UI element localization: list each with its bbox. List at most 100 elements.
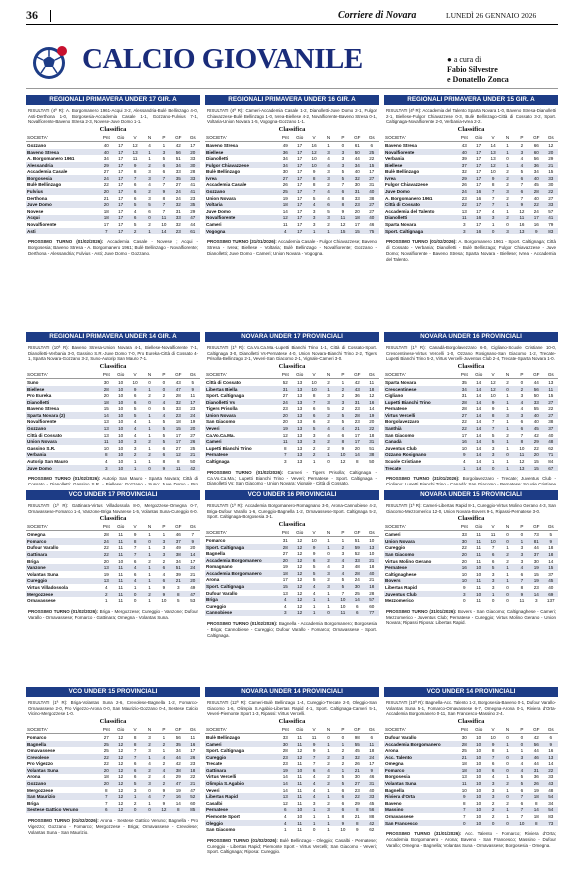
stat-cell: 28 xyxy=(175,393,181,399)
stat-cell: 44 xyxy=(533,761,539,767)
stat-cell: 2 xyxy=(500,551,515,558)
stat-cell: 0 xyxy=(500,451,515,459)
next-round-label: PROSSIMO TURNO (01/02/2026): xyxy=(386,239,457,245)
stat-cell: 10 xyxy=(113,398,128,406)
stat-cell: 5 xyxy=(514,780,530,787)
stat-cell: 0 xyxy=(500,793,515,801)
stat-cell: 28 xyxy=(369,590,375,596)
stat-cell: 16 xyxy=(185,740,200,748)
stat-cell: 5 xyxy=(491,432,495,438)
stat-cell: 3 xyxy=(500,188,515,195)
column-header: Gio xyxy=(471,523,486,532)
stat-cell: 24 xyxy=(99,538,114,545)
team-name: Volantas Suna xyxy=(384,780,458,787)
stat-cell: 6 xyxy=(491,761,495,767)
stat-cell: 14 xyxy=(350,596,365,604)
standings-table: SOCIETA' Pnt Gio V N P GF Gs Suno 30 10 10 0 0 43 5 Biel… xyxy=(26,371,200,472)
results-text: RISULTATI (10ª R): Bagnella-Acc. Talento… xyxy=(386,700,556,717)
column-header: SOCIETA' xyxy=(205,134,279,143)
table-row: Ivrea 27 17 8 3 5 32 27 xyxy=(205,175,379,182)
team-name: Pernatese xyxy=(384,564,458,571)
stat-cell: 54 xyxy=(543,793,558,801)
stat-cell: 40 xyxy=(533,195,539,201)
stat-cell: 3 xyxy=(156,538,172,545)
stat-cell: 7 xyxy=(105,800,108,806)
stat-cell: 30 xyxy=(354,774,360,780)
stat-cell: 37 xyxy=(543,425,558,432)
column-header: SOCIETA' xyxy=(26,726,100,735)
stat-cell: 31 xyxy=(350,188,365,195)
table-row: Cameri 30 11 9 1 1 55 11 xyxy=(205,740,379,748)
stat-cell: 2 xyxy=(327,774,330,780)
stat-cell: 10 xyxy=(306,161,322,169)
panel-title: REGIONALI PRIMAVERA UNDER 16 GIR. A xyxy=(205,95,379,105)
next-round-label: PROSSIMO TURNO (31/01/2026): xyxy=(386,476,460,482)
stat-cell: 41 xyxy=(185,188,200,195)
stat-cell: 15 xyxy=(548,393,554,399)
results-text: RISULTATI (1ª R): Cameri-Libertas Rapid … xyxy=(386,503,556,514)
stat-cell: 6 xyxy=(341,800,345,806)
stat-cell: 2 xyxy=(142,740,157,748)
stat-cell: 4 xyxy=(520,406,524,412)
stat-cell: 2 xyxy=(321,412,336,419)
stat-cell: 35 xyxy=(461,379,467,385)
next-round-label: PROSSIMO TURNO (01/02/2026): xyxy=(207,469,284,475)
stat-cell: 6 xyxy=(549,734,553,740)
stat-cell: 18 xyxy=(543,551,558,558)
stat-cell: 18 xyxy=(103,774,109,780)
column-header: V xyxy=(127,726,143,735)
stat-cell: 47 xyxy=(185,214,200,222)
stat-cell: 13 xyxy=(514,464,530,472)
stat-cell: 12 xyxy=(340,459,346,465)
stat-cell: 20 xyxy=(185,577,200,585)
issue-date: LUNEDÌ 26 GENNAIO 2026 xyxy=(446,11,537,20)
stat-cell: 39 xyxy=(175,571,181,577)
stat-cell: 11 xyxy=(113,590,128,598)
team-name: Gattinara xyxy=(205,767,279,774)
stat-cell: 4 xyxy=(327,156,330,162)
stat-cell: 3 xyxy=(485,577,501,585)
stat-cell: 30 xyxy=(461,734,467,740)
stat-cell: 11 xyxy=(297,827,303,833)
stat-cell: 98 xyxy=(354,734,360,740)
stat-cell: 0 xyxy=(142,464,157,472)
stat-cell: 16 xyxy=(476,195,482,201)
stat-cell: 6 xyxy=(306,556,322,564)
stat-cell: 40 xyxy=(364,214,379,222)
results-text: RISULTATI (1ª R): Gattinara-Virtus Villa… xyxy=(28,503,198,514)
stat-cell: 35 xyxy=(171,175,186,182)
team-name: Briga xyxy=(27,800,39,806)
team-name: Caltignaghese xyxy=(385,571,417,577)
stat-cell: 14 xyxy=(99,412,114,419)
stat-cell: 46 xyxy=(369,774,375,780)
stat-cell: 12 xyxy=(297,564,303,570)
team-name: Baveno Stresa xyxy=(26,148,100,156)
team-name: Omegna xyxy=(385,761,404,767)
team-name: Bulè Bellinzago xyxy=(206,734,241,740)
stat-cell: 13 xyxy=(292,425,307,432)
column-header: SOCIETA' xyxy=(384,134,458,143)
column-header: GF xyxy=(529,726,544,735)
stat-cell: 44 xyxy=(171,753,186,761)
stat-cell: 0 xyxy=(500,819,515,827)
stat-cell: 60 xyxy=(369,603,375,609)
stat-cell: 14 xyxy=(175,800,181,806)
stat-cell: 0 xyxy=(142,214,157,222)
stat-cell: 42 xyxy=(364,819,379,827)
stat-cell: 10 xyxy=(118,558,124,564)
stat-cell: 12 xyxy=(297,590,303,596)
team-name: Juve Domo xyxy=(26,201,100,209)
table-row: Juve Domo 3 10 1 0 9 11 42 xyxy=(26,464,200,472)
stat-cell: 32 xyxy=(350,175,365,182)
stat-cell: 45 xyxy=(354,748,360,754)
stat-cell: 24 xyxy=(457,188,472,195)
stat-cell: 5 xyxy=(142,201,157,209)
column-header: GF xyxy=(171,371,186,380)
stat-cell: 5 xyxy=(127,780,143,787)
stat-cell: 9 xyxy=(543,538,558,545)
column-header: Pnt xyxy=(99,726,114,735)
team-name: Trecate xyxy=(384,464,458,472)
stat-cell: 29 xyxy=(457,175,472,182)
stat-cell: 36 xyxy=(533,774,539,780)
stat-cell: 56 xyxy=(529,385,544,393)
